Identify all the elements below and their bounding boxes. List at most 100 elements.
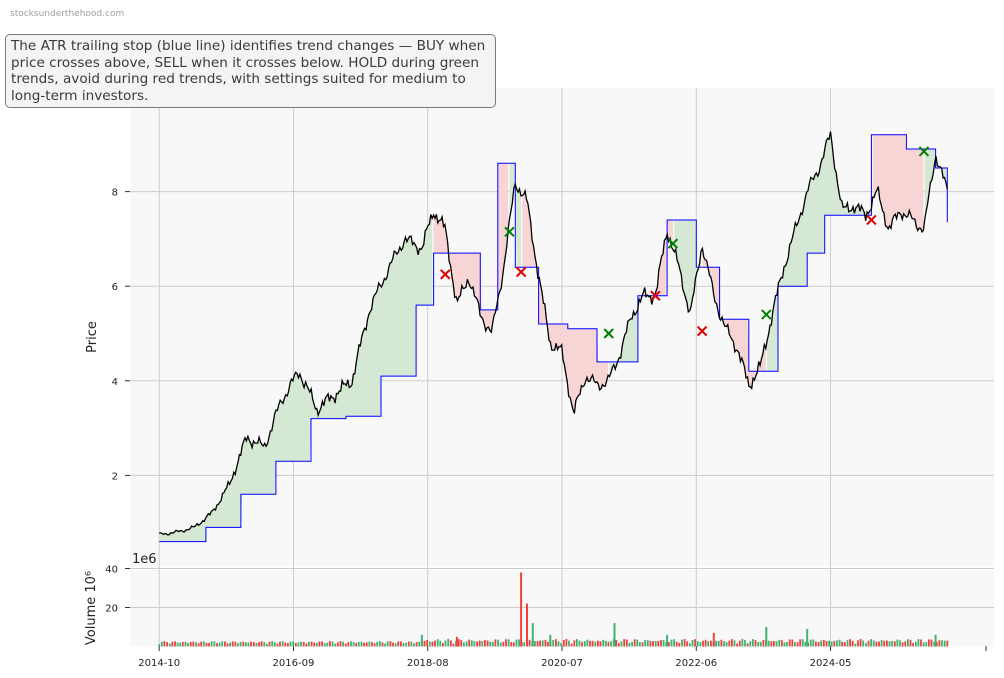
volume-bar	[899, 640, 901, 647]
volume-bar	[184, 641, 187, 647]
volume-bar	[381, 642, 384, 647]
volume-bar	[528, 639, 531, 647]
x-tick-label: 2014-10	[138, 658, 180, 669]
buy-signal-marker	[918, 146, 930, 157]
volume-bar	[497, 639, 499, 647]
x-tick-label: 2018-08	[407, 658, 449, 669]
volume-bar	[723, 641, 725, 647]
volume-bar	[268, 641, 271, 647]
volume-bar	[418, 641, 421, 647]
bear-trend-fill	[522, 191, 609, 414]
volume-bar	[176, 642, 179, 647]
volume-spike-bar	[420, 634, 423, 647]
x-tick-label: 2022-06	[675, 658, 717, 669]
volume-bar	[752, 639, 754, 647]
volume-bar	[625, 639, 628, 647]
volume-spike-bar	[520, 572, 523, 647]
volume-bar	[865, 643, 867, 647]
volume-bar	[242, 641, 245, 647]
volume-bar	[534, 641, 536, 647]
volume-bar	[373, 643, 376, 647]
volume-bar	[618, 643, 620, 647]
volume-bar	[179, 642, 182, 647]
buy-signal-marker	[603, 328, 614, 339]
volume-bar	[195, 642, 197, 647]
volume-bar	[780, 640, 783, 647]
sell-signal-marker	[515, 266, 527, 278]
volume-bar	[329, 641, 331, 647]
volume-bar	[857, 640, 859, 647]
volume-bar	[815, 641, 817, 647]
volume-bar	[321, 641, 323, 647]
volume-bar	[828, 640, 830, 647]
volume-bar	[862, 640, 865, 647]
volume-bar	[775, 641, 778, 647]
buy-signal-marker	[667, 238, 679, 249]
volume-bar	[486, 640, 489, 647]
x-tick-label: 2024-05	[810, 658, 852, 669]
volume-bar	[292, 641, 295, 647]
volume-bar	[867, 640, 870, 647]
volume-bar	[423, 640, 426, 647]
volume-bar	[922, 642, 925, 647]
volume-bar	[544, 639, 547, 647]
volume-bar	[759, 641, 762, 647]
volume-spike-bar	[666, 634, 669, 647]
volume-bar	[221, 641, 224, 647]
volume-bar	[547, 641, 549, 647]
volume-bar	[704, 639, 707, 647]
volume-bar	[773, 641, 775, 647]
volume-bar	[539, 640, 541, 647]
volume-bar	[305, 643, 308, 647]
volume-bar	[326, 642, 329, 647]
volume-bar	[347, 642, 350, 647]
volume-bar	[675, 641, 678, 647]
annotation-box: The ATR trailing stop (blue line) identi…	[5, 34, 496, 109]
buy-signal-marker-stroke	[504, 226, 515, 238]
volume-bar	[331, 641, 334, 647]
volume-bar	[872, 640, 875, 647]
volume-bar	[279, 641, 281, 647]
volume-bar	[210, 641, 213, 647]
sell-signal-marker-stroke	[696, 325, 708, 337]
volume-bar	[205, 642, 208, 647]
volume-bar	[189, 642, 192, 647]
volume-bar	[946, 640, 949, 647]
volume-bar	[436, 639, 439, 647]
volume-tick-label: 40	[105, 565, 118, 576]
volume-bar	[907, 639, 909, 647]
volume-bar	[914, 641, 917, 647]
volume-bar	[710, 640, 712, 647]
atr-stop-line	[159, 134, 948, 543]
volume-bar	[736, 643, 738, 647]
volume-bar	[662, 640, 665, 647]
volume-bar	[589, 640, 591, 647]
volume-bar	[234, 641, 237, 647]
volume-spike-bar	[934, 634, 937, 647]
volume-bar	[691, 640, 694, 647]
volume-bar	[231, 641, 234, 647]
volume-bar	[394, 643, 397, 647]
volume-bar	[560, 643, 562, 647]
volume-bar	[368, 641, 371, 647]
volume-bar	[302, 641, 305, 647]
volume-spike-bar	[531, 623, 534, 647]
volume-bar	[300, 641, 302, 647]
volume-bar	[384, 643, 386, 647]
volume-bar	[841, 641, 844, 647]
volume-bar	[400, 641, 402, 647]
volume-bar	[499, 642, 502, 647]
volume-bar	[216, 643, 218, 647]
volume-bar	[208, 643, 210, 647]
volume-bar	[641, 642, 644, 647]
sell-signal-marker	[696, 325, 708, 337]
volume-bar	[515, 639, 518, 647]
volume-bar	[376, 641, 379, 647]
volume-bar	[935, 641, 938, 647]
volume-bar	[794, 642, 796, 647]
volume-bar	[809, 639, 812, 647]
volume-bar	[502, 641, 505, 647]
volume-bar	[586, 639, 589, 647]
volume-bar	[315, 642, 318, 647]
